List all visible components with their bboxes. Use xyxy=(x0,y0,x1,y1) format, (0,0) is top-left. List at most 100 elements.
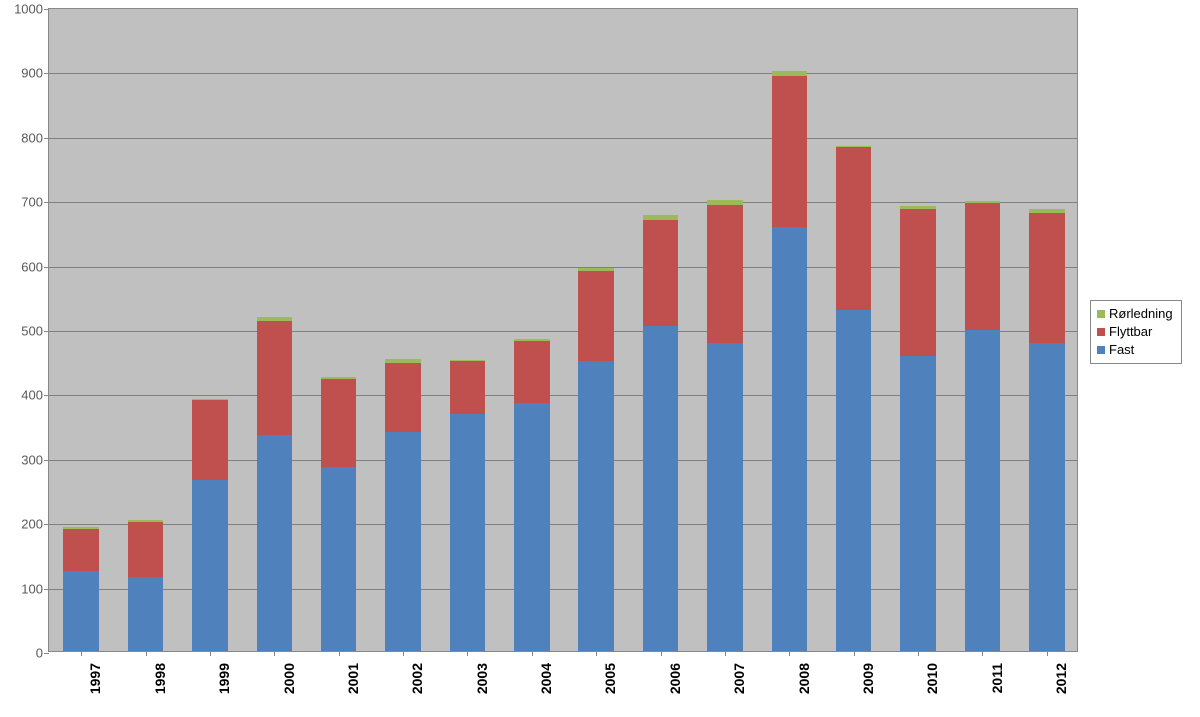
xtick-mark xyxy=(210,651,211,656)
bar-segment-fast xyxy=(192,480,227,651)
xtick-mark xyxy=(1047,651,1048,656)
xtick-label: 2006 xyxy=(667,663,683,694)
xtick-mark xyxy=(725,651,726,656)
bar-segment-flyttbar xyxy=(965,203,1000,331)
xtick-label: 2003 xyxy=(474,663,490,694)
xtick-mark xyxy=(532,651,533,656)
bar-group xyxy=(128,520,163,651)
bar-segment-flyttbar xyxy=(772,76,807,227)
ytick-label: 0 xyxy=(36,646,49,661)
xtick-label: 2008 xyxy=(796,663,812,694)
xtick-label: 2001 xyxy=(345,663,361,694)
legend-swatch xyxy=(1097,310,1105,318)
ytick-label: 200 xyxy=(21,517,49,532)
ytick-label: 600 xyxy=(21,259,49,274)
bar-segment-fast xyxy=(385,432,420,651)
xtick-label: 2010 xyxy=(924,663,940,694)
bar-segment-fast xyxy=(257,435,292,651)
xtick-label: 2002 xyxy=(409,663,425,694)
bar-group xyxy=(965,201,1000,651)
xtick-mark xyxy=(789,651,790,656)
xtick-label: 2005 xyxy=(602,663,618,694)
bar-segment-fast xyxy=(321,467,356,651)
xtick-mark xyxy=(596,651,597,656)
bar-group xyxy=(772,71,807,651)
bar-segment-fast xyxy=(643,326,678,651)
bar-group xyxy=(900,206,935,651)
xtick-label: 2000 xyxy=(281,663,297,694)
xtick-mark xyxy=(81,651,82,656)
xtick-label: 2012 xyxy=(1053,663,1069,694)
legend-label: Flyttbar xyxy=(1109,323,1152,341)
bar-group xyxy=(192,399,227,651)
xtick-mark xyxy=(854,651,855,656)
ytick-label: 400 xyxy=(21,388,49,403)
ytick-label: 700 xyxy=(21,195,49,210)
bar-segment-flyttbar xyxy=(128,522,163,577)
bar-segment-fast xyxy=(900,356,935,651)
legend-item: Rørledning xyxy=(1097,305,1173,323)
legend-swatch xyxy=(1097,328,1105,336)
gridline xyxy=(49,73,1077,74)
bar-segment-fast xyxy=(836,310,871,651)
ytick-label: 500 xyxy=(21,324,49,339)
bar-segment-fast xyxy=(1029,343,1064,651)
plot-area: 0100200300400500600700800900100019971998… xyxy=(48,8,1078,652)
bar-segment-fast xyxy=(707,343,742,651)
xtick-label: 1999 xyxy=(216,663,232,694)
bar-group xyxy=(643,215,678,651)
legend-swatch xyxy=(1097,346,1105,354)
legend: RørledningFlyttbarFast xyxy=(1090,300,1182,364)
bar-segment-fast xyxy=(63,571,98,652)
ytick-label: 800 xyxy=(21,130,49,145)
ytick-label: 100 xyxy=(21,581,49,596)
bar-group xyxy=(450,360,485,651)
xtick-mark xyxy=(146,651,147,656)
bar-segment-flyttbar xyxy=(321,379,356,467)
xtick-label: 2009 xyxy=(860,663,876,694)
bar-group xyxy=(578,268,613,651)
xtick-mark xyxy=(918,651,919,656)
gridline xyxy=(49,138,1077,139)
bar-segment-flyttbar xyxy=(257,321,292,436)
xtick-mark xyxy=(274,651,275,656)
bar-group xyxy=(836,146,871,651)
bar-group xyxy=(321,377,356,651)
bar-group xyxy=(1029,209,1064,651)
xtick-mark xyxy=(661,651,662,656)
bar-segment-flyttbar xyxy=(707,205,742,343)
bar-segment-fast xyxy=(965,330,1000,651)
legend-item: Flyttbar xyxy=(1097,323,1173,341)
legend-label: Fast xyxy=(1109,341,1134,359)
bar-segment-flyttbar xyxy=(578,271,613,361)
bar-segment-flyttbar xyxy=(1029,213,1064,343)
bar-segment-flyttbar xyxy=(63,529,98,571)
xtick-mark xyxy=(467,651,468,656)
bar-segment-fast xyxy=(578,361,613,651)
ytick-label: 1000 xyxy=(14,2,49,17)
bar-segment-flyttbar xyxy=(514,341,549,403)
bar-segment-flyttbar xyxy=(385,363,420,433)
bar-group xyxy=(385,359,420,651)
xtick-mark xyxy=(982,651,983,656)
bar-segment-fast xyxy=(128,577,163,651)
bar-segment-fast xyxy=(514,403,549,651)
bar-group xyxy=(707,200,742,651)
chart-container: 0100200300400500600700800900100019971998… xyxy=(0,0,1200,717)
xtick-label: 2011 xyxy=(989,663,1005,693)
xtick-mark xyxy=(339,651,340,656)
ytick-label: 300 xyxy=(21,452,49,467)
bar-segment-flyttbar xyxy=(643,220,678,326)
bar-segment-flyttbar xyxy=(836,147,871,309)
bar-segment-flyttbar xyxy=(192,400,227,481)
bar-group xyxy=(257,317,292,651)
bar-segment-fast xyxy=(772,227,807,651)
xtick-label: 1997 xyxy=(87,663,103,694)
xtick-label: 1998 xyxy=(152,663,168,694)
legend-item: Fast xyxy=(1097,341,1173,359)
xtick-label: 2007 xyxy=(731,663,747,694)
bar-segment-fast xyxy=(450,414,485,651)
xtick-label: 2004 xyxy=(538,663,554,694)
bar-group xyxy=(514,339,549,651)
bar-segment-flyttbar xyxy=(450,361,485,414)
